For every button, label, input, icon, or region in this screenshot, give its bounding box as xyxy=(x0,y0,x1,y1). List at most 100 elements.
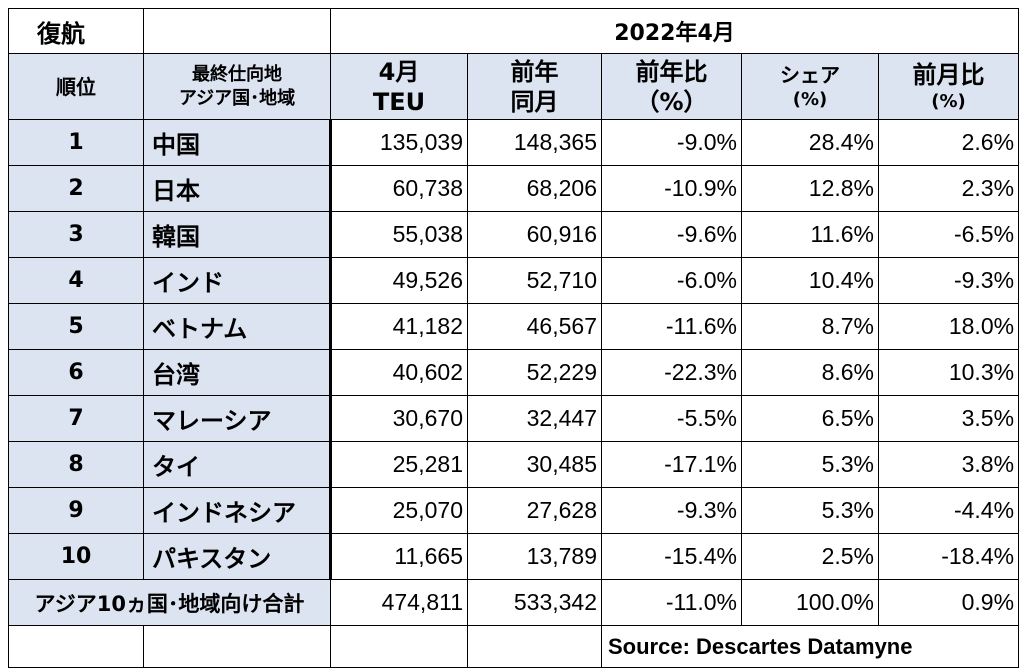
header-mom-line1: 前月比 xyxy=(912,60,985,89)
mom-cell: 3.5% xyxy=(877,395,1020,442)
mom-cell: 2.3% xyxy=(877,165,1020,212)
mom-cell: 3.8% xyxy=(877,441,1020,488)
source-credit: Source: Descartes Datamyne xyxy=(600,625,1020,668)
header-prev-year-line2: 同月 xyxy=(510,87,559,116)
teu-cell: 60,738 xyxy=(330,165,468,212)
direction-label: 復航 xyxy=(8,8,144,54)
header-mom: 前月比 (%) xyxy=(877,53,1020,120)
share-cell: 2.5% xyxy=(741,533,879,580)
teu-ranking-table: 復航 2022年4月 順位 最終仕向地 アジア国･地域 4月 TEU 前年 同月… xyxy=(8,8,1020,668)
header-share-line1: シェア xyxy=(780,62,840,87)
table-row: 3 韓国 55,038 60,916 -9.6% 11.6% -6.5% xyxy=(8,211,1020,258)
header-teu-line2: TEU xyxy=(372,87,426,116)
header-share: シェア (%) xyxy=(741,53,879,120)
rank-cell: 4 xyxy=(8,257,144,304)
yoy-cell: -11.6% xyxy=(601,303,742,350)
prev-year-cell: 68,206 xyxy=(467,165,602,212)
country-cell: パキスタン xyxy=(143,533,332,580)
rank-cell: 5 xyxy=(8,303,144,350)
data-rows: 1 中国 135,039 148,365 -9.0% 28.4% 2.6% 2 日本 60,738… xyxy=(8,119,1020,580)
table-row: 8 タイ 25,281 30,485 -17.1% 5.3% 3.8% xyxy=(8,441,1020,488)
header-yoy-line2: （%） xyxy=(635,87,708,116)
prev-year-cell: 30,485 xyxy=(467,441,602,488)
header-prev-year: 前年 同月 xyxy=(467,53,602,120)
yoy-cell: -22.3% xyxy=(601,349,742,396)
mom-cell: -4.4% xyxy=(877,487,1020,534)
prev-year-cell: 46,567 xyxy=(467,303,602,350)
period-label: 2022年4月 xyxy=(329,8,1020,54)
yoy-cell: -9.3% xyxy=(601,487,742,534)
source-blank-4 xyxy=(467,625,602,668)
total-label: アジア10ヵ国･地域向け合計 xyxy=(8,579,331,626)
teu-cell: 30,670 xyxy=(330,395,468,442)
source-blank-3 xyxy=(330,625,468,668)
mom-cell: 18.0% xyxy=(877,303,1020,350)
total-row: アジア10ヵ国･地域向け合計 474,811 533,342 -11.0% 10… xyxy=(8,579,1020,626)
rank-cell: 7 xyxy=(8,395,144,442)
header-prev-year-line1: 前年 xyxy=(510,57,559,86)
prev-year-cell: 52,229 xyxy=(467,349,602,396)
share-cell: 8.7% xyxy=(741,303,879,350)
table-row: 4 インド 49,526 52,710 -6.0% 10.4% -9.3% xyxy=(8,257,1020,304)
rank-cell: 10 xyxy=(8,533,144,580)
header-yoy-line1: 前年比 xyxy=(635,57,708,86)
total-prev: 533,342 xyxy=(467,579,602,626)
prev-year-cell: 32,447 xyxy=(467,395,602,442)
total-teu: 474,811 xyxy=(330,579,468,626)
prev-year-cell: 52,710 xyxy=(467,257,602,304)
yoy-cell: -5.5% xyxy=(601,395,742,442)
table-row: 7 マレーシア 30,670 32,447 -5.5% 6.5% 3.5% xyxy=(8,395,1020,442)
yoy-cell: -17.1% xyxy=(601,441,742,488)
teu-cell: 135,039 xyxy=(330,119,468,166)
table-row: 9 インドネシア 25,070 27,628 -9.3% 5.3% -4.4% xyxy=(8,487,1020,534)
table-row: 10 パキスタン 11,665 13,789 -15.4% 2.5% -18.4% xyxy=(8,533,1020,580)
table-row: 6 台湾 40,602 52,229 -22.3% 8.6% 10.3% xyxy=(8,349,1020,396)
header-rank: 順位 xyxy=(8,53,144,120)
share-cell: 5.3% xyxy=(741,441,879,488)
country-cell: マレーシア xyxy=(143,395,332,442)
header-share-line2: (%) xyxy=(792,88,828,110)
header-yoy: 前年比 （%） xyxy=(601,53,742,120)
table-row: 1 中国 135,039 148,365 -9.0% 28.4% 2.6% xyxy=(8,119,1020,166)
teu-cell: 49,526 xyxy=(330,257,468,304)
mom-cell: 10.3% xyxy=(877,349,1020,396)
country-cell: 韓国 xyxy=(143,211,332,258)
country-cell: 中国 xyxy=(143,119,332,166)
title-blank-cell xyxy=(143,8,331,54)
table-row: 2 日本 60,738 68,206 -10.9% 12.8% 2.3% xyxy=(8,165,1020,212)
share-cell: 10.4% xyxy=(741,257,879,304)
header-row: 順位 最終仕向地 アジア国･地域 4月 TEU 前年 同月 前年比 （%） シェ… xyxy=(8,53,1020,120)
mom-cell: -9.3% xyxy=(877,257,1020,304)
prev-year-cell: 60,916 xyxy=(467,211,602,258)
country-cell: 台湾 xyxy=(143,349,332,396)
source-blank-2 xyxy=(143,625,331,668)
country-cell: タイ xyxy=(143,441,332,488)
prev-year-cell: 148,365 xyxy=(467,119,602,166)
share-cell: 6.5% xyxy=(741,395,879,442)
header-teu: 4月 TEU xyxy=(330,53,468,120)
yoy-cell: -6.0% xyxy=(601,257,742,304)
share-cell: 11.6% xyxy=(741,211,879,258)
share-cell: 8.6% xyxy=(741,349,879,396)
header-destination-line2: アジア国･地域 xyxy=(178,87,296,109)
mom-cell: -6.5% xyxy=(877,211,1020,258)
total-mom: 0.9% xyxy=(877,579,1020,626)
share-cell: 12.8% xyxy=(741,165,879,212)
teu-cell: 25,070 xyxy=(330,487,468,534)
country-cell: 日本 xyxy=(143,165,332,212)
header-destination-line1: 最終仕向地 xyxy=(192,63,282,85)
header-destination: 最終仕向地 アジア国･地域 xyxy=(143,53,331,120)
rank-cell: 2 xyxy=(8,165,144,212)
total-yoy: -11.0% xyxy=(601,579,742,626)
header-mom-line2: (%) xyxy=(931,90,966,112)
prev-year-cell: 13,789 xyxy=(467,533,602,580)
header-teu-line1: 4月 xyxy=(378,57,420,86)
title-row: 復航 2022年4月 xyxy=(8,8,1020,54)
yoy-cell: -10.9% xyxy=(601,165,742,212)
mom-cell: -18.4% xyxy=(877,533,1020,580)
prev-year-cell: 27,628 xyxy=(467,487,602,534)
yoy-cell: -9.6% xyxy=(601,211,742,258)
country-cell: インドネシア xyxy=(143,487,332,534)
source-blank-1 xyxy=(8,625,144,668)
